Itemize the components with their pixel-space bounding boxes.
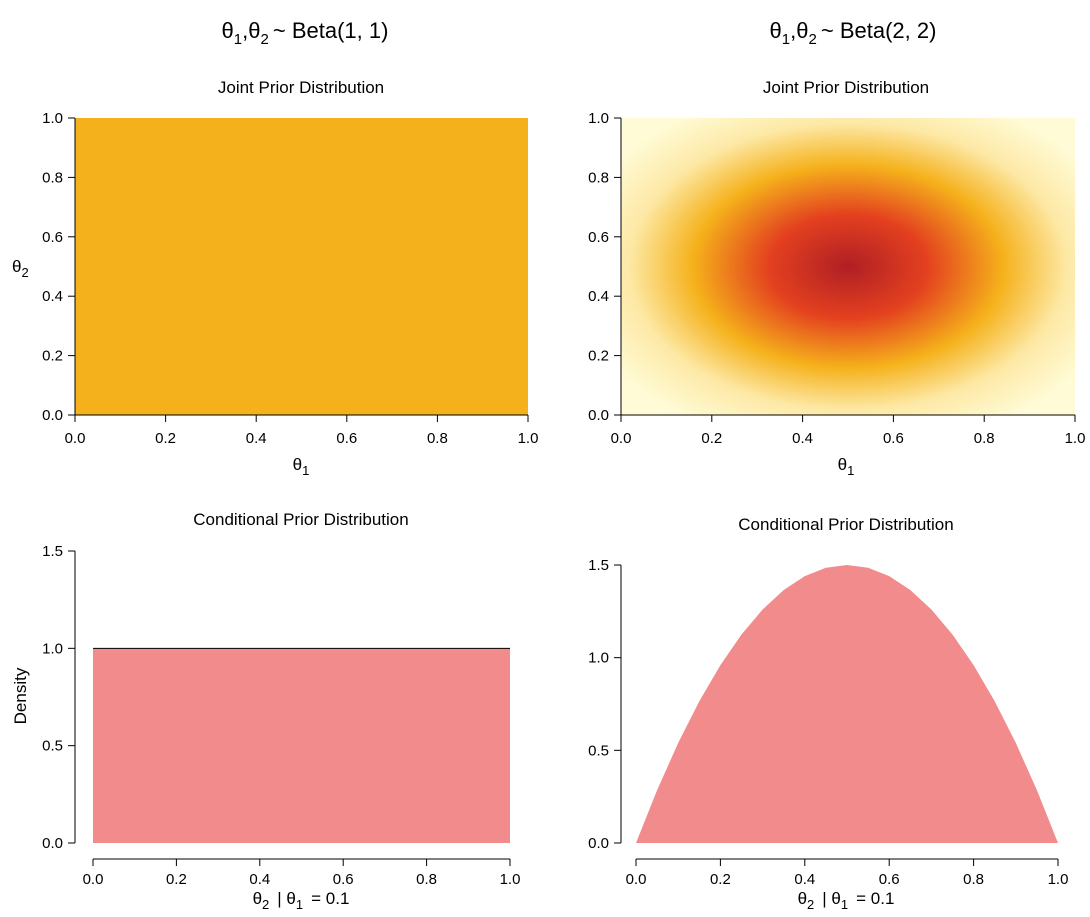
x-tick-label: 0.8: [974, 430, 995, 447]
y-tick-label: 0.6: [42, 229, 63, 246]
y-tick-label: 0.5: [42, 738, 63, 755]
density-area: [93, 648, 510, 843]
heatmap-uniform: [75, 118, 528, 415]
x-tick-label: 0.8: [427, 430, 448, 447]
y-tick-label: 1.5: [42, 543, 63, 560]
x-tick-label: 1.0: [518, 430, 539, 447]
axes: 0.0 0.2 0.4 0.6 0.8 1.0 0.0 0.2 0.4 0.6 0.8 1.0: [588, 110, 1085, 447]
panel-title: Joint Prior Distribution: [218, 78, 384, 97]
x-tick-label: 0.4: [794, 871, 815, 888]
panel-title: Conditional Prior Distribution: [193, 510, 408, 529]
plot-area: [93, 647, 510, 843]
panel-conditional-beta22: Conditional Prior Distribution 0.0 0.2 0.4…: [588, 515, 1068, 912]
axes: 0.0 0.2 0.4 0.6 0.8 1.0 0.0 0.5 1.0 1.5: [588, 557, 1068, 888]
density-area: [636, 565, 1058, 843]
panel-title: Joint Prior Distribution: [763, 78, 929, 97]
x-tick-label: 0.8: [963, 871, 984, 888]
x-tick-label: 0.2: [155, 430, 176, 447]
x-tick-label: 0.2: [166, 871, 187, 888]
x-tick-label: 0.6: [883, 430, 904, 447]
axes: 0.0 0.2 0.4 0.6 0.8 1.0 0.0 0.2 0.4 0.6 0.8 1.0: [42, 110, 538, 447]
heatmap-beta22: [621, 118, 1075, 415]
x-tick-label: 0.2: [701, 430, 722, 447]
column-title-left: θ1,θ2 ~ Beta(1, 1): [222, 18, 389, 48]
y-tick-label: 1.5: [588, 557, 609, 574]
x-tick-label: 1.0: [1065, 430, 1086, 447]
y-tick-label: 0.8: [42, 169, 63, 186]
panel-joint-beta22: Joint Prior Distribution 0.0 0.2 0.4 0.6 0.8…: [588, 78, 1085, 478]
x-tick-label: 0.0: [626, 871, 647, 888]
y-tick-label: 0.5: [588, 742, 609, 759]
y-tick-label: 1.0: [42, 110, 63, 127]
x-axis-label: θ2 | θ1 = 0.1: [798, 889, 895, 912]
y-tick-label: 0.0: [588, 835, 609, 852]
y-axis-label: θ2: [12, 257, 29, 280]
x-axis-label: θ2 | θ1 = 0.1: [253, 889, 350, 912]
x-axis-label: θ1: [293, 455, 310, 478]
y-tick-label: 0.0: [588, 407, 609, 424]
x-axis-label: θ1: [838, 455, 855, 478]
plot-area: [636, 565, 1058, 843]
y-tick-label: 0.2: [42, 348, 63, 365]
x-tick-label: 0.0: [83, 871, 104, 888]
y-tick-label: 0.0: [42, 835, 63, 852]
x-tick-label: 0.4: [249, 871, 270, 888]
y-tick-label: 0.8: [588, 169, 609, 186]
x-tick-label: 0.6: [336, 430, 357, 447]
y-tick-label: 1.0: [42, 640, 63, 657]
y-tick-label: 0.0: [42, 407, 63, 424]
y-tick-label: 0.4: [42, 288, 63, 305]
y-tick-label: 0.2: [588, 348, 609, 365]
x-tick-label: 0.4: [792, 430, 813, 447]
y-tick-label: 0.6: [588, 229, 609, 246]
y-tick-label: 1.0: [588, 110, 609, 127]
axes: 0.0 0.2 0.4 0.6 0.8 1.0 0.0 0.5 1.0 1.5: [42, 543, 520, 888]
x-tick-label: 0.6: [879, 871, 900, 888]
panel-title: Conditional Prior Distribution: [738, 515, 953, 534]
x-tick-label: 0.4: [246, 430, 267, 447]
x-tick-label: 0.6: [333, 871, 354, 888]
panel-joint-uniform: Joint Prior Distribution 0.0 0.2 0.4 0.6 0.8…: [12, 78, 538, 478]
y-tick-label: 1.0: [588, 650, 609, 667]
panel-conditional-uniform: Conditional Prior Distribution 0.0 0.2 0.4…: [11, 510, 520, 912]
column-title-right: θ1,θ2 ~ Beta(2, 2): [770, 18, 937, 48]
x-tick-label: 0.0: [611, 430, 632, 447]
x-tick-label: 1.0: [1048, 871, 1069, 888]
y-axis-label: Density: [11, 667, 30, 724]
x-tick-label: 0.0: [65, 430, 86, 447]
y-tick-label: 0.4: [588, 288, 609, 305]
x-tick-label: 1.0: [500, 871, 521, 888]
x-tick-label: 0.2: [710, 871, 731, 888]
x-tick-label: 0.8: [416, 871, 437, 888]
